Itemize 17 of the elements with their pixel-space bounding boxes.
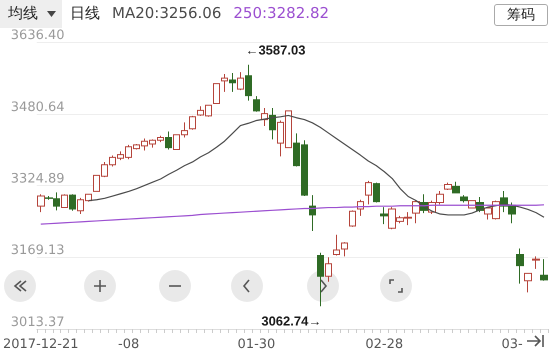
text: MA20:3256.06 [112,4,222,22]
x-tick-label: 02-28 [365,337,404,352]
annotation: ←3587.03 [245,42,306,58]
annotation: 3062.74→ [261,313,322,328]
text: 250:3282.82 [233,4,330,22]
y-tick-label: 3480.64 [10,100,65,115]
text: 均线 [8,4,38,23]
y-tick-label: 3636.40 [10,28,65,43]
x-tick-label: 2017-12-21 [2,337,79,352]
x-tick-label: 03- [501,337,523,352]
y-tick-label: 3324.89 [10,172,65,186]
x-tick-label: -08 [118,337,140,352]
y-tick-label: 3169.13 [10,243,65,258]
text: 日线 [70,4,100,23]
x-tick-label: 01-30 [238,337,276,352]
text: 筹码 [494,4,548,26]
y-tick-label: 3013.37 [10,315,65,330]
